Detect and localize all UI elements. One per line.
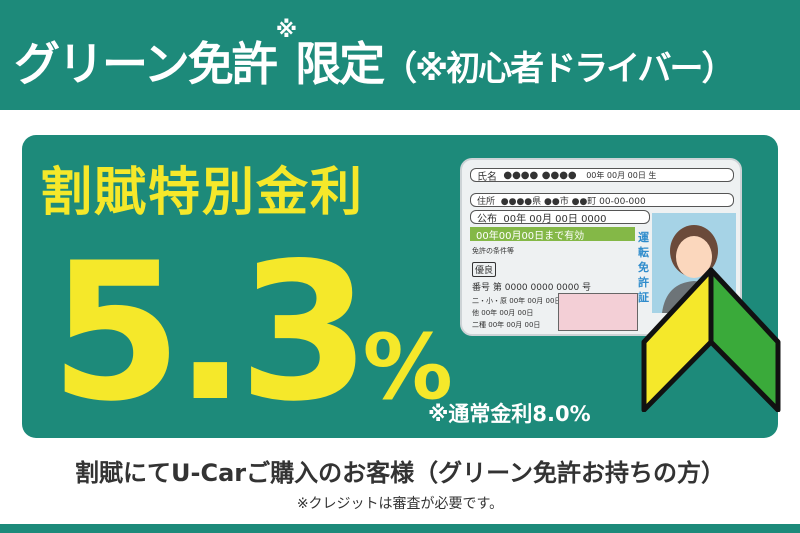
address-value: ●●●●県 ●●市 ●●町 00-00-000	[500, 196, 646, 207]
cat-row-2: 他 00年 00月 00日	[472, 308, 533, 318]
title-mark: ※	[275, 18, 297, 43]
birth: 00年 00月 00日 生	[586, 170, 657, 180]
eligibility-text: 割賦にてU-Carご購入のお客様（グリーン免許お持ちの方）	[75, 459, 725, 487]
panel-heading: 割賦特別金利	[40, 163, 365, 223]
date3: 00年 00月 00日	[488, 321, 541, 329]
name-row: 氏名 ●●●● ●●●● 00年 00月 00日 生	[470, 168, 734, 183]
rate-value: 5.3%	[50, 238, 453, 428]
title-note: （※初心者ドライバー）	[383, 49, 735, 89]
valid-until: 00年00月00日まで有効	[470, 227, 635, 242]
date2: 00年 00月 00日	[481, 309, 534, 317]
header-banner: グリーン免許※限定（※初心者ドライバー）	[0, 0, 800, 110]
address-label: 住所	[477, 196, 496, 207]
issue-label: 公布	[477, 213, 497, 225]
name-value: ●●●● ●●●●	[503, 169, 577, 181]
title-rest: 限定	[295, 37, 385, 91]
issue-value: 00年 00月 00日 0000	[503, 213, 607, 225]
number-label: 番号	[472, 283, 491, 293]
cat-row-1: 二・小・原 00年 00月 00日	[472, 296, 561, 306]
license-title: 運転免許証	[638, 231, 649, 304]
cat2: 他	[472, 309, 479, 317]
address-row: 住所 ●●●●県 ●●市 ●●町 00-00-000	[470, 193, 734, 207]
name-label: 氏名	[477, 171, 497, 183]
cat3: 二種	[472, 321, 486, 329]
bottom-strip	[0, 524, 800, 533]
issue-row: 公布 00年 00月 00日 0000	[470, 210, 650, 225]
cat1: 二・小・原	[472, 297, 507, 305]
conditions-label: 免許の条件等	[472, 247, 514, 255]
credit-note: ※クレジットは審査が必要です。	[296, 496, 504, 512]
grade-badge: 優良	[472, 262, 497, 277]
stamp-grid	[558, 293, 638, 331]
number-row: 番号 第 0000 0000 0000 号	[472, 280, 591, 293]
title-main: グリーン免許	[14, 37, 278, 91]
number-value: 第 0000 0000 0000 号	[492, 283, 592, 293]
header-title: グリーン免許※限定（※初心者ドライバー）	[14, 18, 735, 94]
beginner-mark-icon	[641, 267, 781, 412]
normal-rate: ※通常金利8.0%	[428, 402, 591, 426]
cat-row-3: 二種 00年 00月 00日	[472, 320, 540, 330]
rate-unit: %	[362, 315, 453, 420]
rate-number: 5.3	[50, 222, 371, 443]
date1: 00年 00月 00日	[509, 297, 562, 305]
